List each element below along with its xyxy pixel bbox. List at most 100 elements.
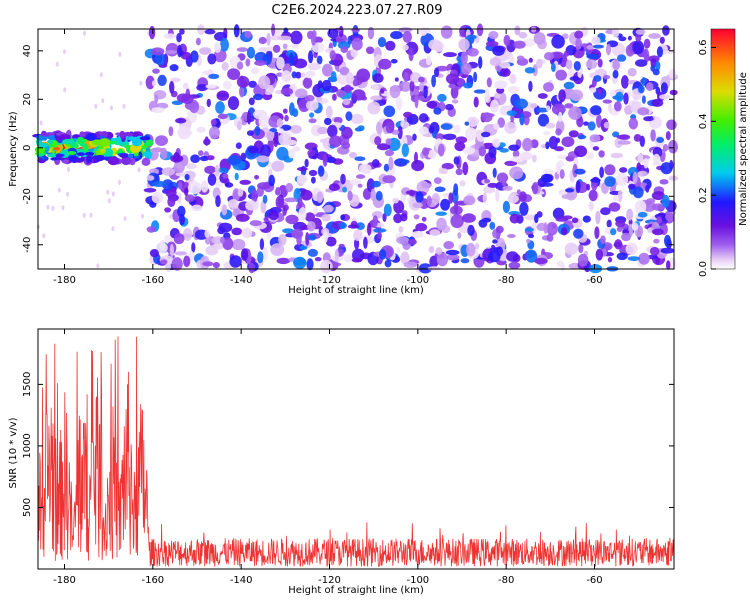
spectrogram-cell xyxy=(165,42,179,57)
spectrogram-cell xyxy=(336,88,346,98)
spectrogram-cell xyxy=(63,49,66,55)
spectrogram-cell xyxy=(309,112,315,118)
spectrogram-cell xyxy=(167,196,176,208)
spectrogram-cell xyxy=(568,106,582,120)
spectrogram-cell xyxy=(205,245,219,256)
x-tick-label: -60 xyxy=(586,575,602,586)
spectrogram-cell xyxy=(481,217,492,223)
spectrogram-cell xyxy=(340,214,346,221)
spectrogram-cell xyxy=(665,212,674,222)
figure-title: C2E6.2024.223.07.27.R09 xyxy=(271,3,442,18)
spectrogram-cell xyxy=(322,153,328,167)
spectrogram-cell xyxy=(160,147,168,160)
spectrogram-cell xyxy=(378,58,392,70)
x-tick-label: -140 xyxy=(230,575,253,586)
spectrogram-cell xyxy=(246,130,254,136)
spectrogram-cell xyxy=(204,229,210,238)
y-tick-label: 1500 xyxy=(22,372,33,397)
spectrogram-cell xyxy=(463,195,476,206)
spectrogram-cell xyxy=(589,134,601,143)
spectrogram-cell xyxy=(85,133,97,141)
spectrogram-cell xyxy=(317,165,325,177)
spectrogram-cell xyxy=(251,189,258,203)
spectrogram-cell xyxy=(254,51,268,63)
spectrogram-cell xyxy=(486,77,492,88)
spectrogram-cell xyxy=(428,39,442,51)
spectrogram-cell xyxy=(656,137,664,143)
spectrogram-cell xyxy=(437,93,447,102)
spectrogram-cell xyxy=(237,120,242,131)
spectrogram-cell xyxy=(179,28,185,35)
spectrogram-cell xyxy=(173,233,185,245)
colorbar-ticks: 0.0 0.2 0.4 0.6 xyxy=(698,40,716,277)
spectrogram-cell xyxy=(227,96,240,111)
spectrogram-cell xyxy=(221,204,228,216)
spectrogram-cell xyxy=(578,243,584,254)
spectrogram-cell xyxy=(98,145,104,150)
spectrogram-cell xyxy=(307,62,322,71)
spectrogram-cell xyxy=(442,133,457,140)
spectrogram-cell xyxy=(57,187,61,193)
spectrogram-cell xyxy=(300,72,306,78)
spectrogram-cell xyxy=(664,234,671,247)
spectrogram-cell xyxy=(588,201,594,211)
spectrogram-cell xyxy=(282,228,294,234)
spectrogram-cell xyxy=(499,148,509,153)
spectrogram-cell xyxy=(293,58,308,69)
spectrogram-cell xyxy=(482,192,487,204)
spectrogram-cell xyxy=(177,192,182,204)
spectrogram-cell xyxy=(237,188,244,197)
spectrogram-cell xyxy=(385,122,395,134)
spectrogram-cell xyxy=(36,142,49,148)
spectrogram-cell xyxy=(208,126,220,139)
spectrogram-cell xyxy=(403,72,409,82)
spectrogram-cell xyxy=(297,197,303,209)
spectrogram-cell xyxy=(632,171,638,184)
spectrogram-cell xyxy=(110,105,113,111)
spectrogram-cell xyxy=(526,238,531,244)
spectrogram-cell xyxy=(316,55,323,65)
spectrogram-cell xyxy=(546,105,551,112)
spectrogram-cell xyxy=(390,58,398,64)
x-tick-label: -160 xyxy=(141,575,164,586)
spectrogram-cell xyxy=(275,195,285,209)
spectrogram-cell xyxy=(563,50,570,57)
spectrogram-cell xyxy=(240,248,249,261)
spectrogram-cell xyxy=(254,60,267,66)
spectrogram-cell xyxy=(392,197,399,204)
spectrogram-cell xyxy=(532,154,537,163)
spectrogram-cell xyxy=(268,174,276,187)
spectrogram-cell xyxy=(383,203,392,217)
snr-x-ticks: -180 -160 -140 -120 -100 -80 -60 xyxy=(53,329,603,586)
spectrogram-cell xyxy=(272,44,281,53)
spectrogram-cell xyxy=(195,37,201,46)
spectrogram-cell xyxy=(524,67,536,74)
spectrogram-cell xyxy=(637,107,650,116)
x-tick-label: -140 xyxy=(230,275,253,286)
spectrogram-cell xyxy=(367,26,375,40)
spectrogram-cell xyxy=(296,167,308,171)
spectrogram-cell xyxy=(356,222,365,231)
spectrogram-cell xyxy=(484,88,490,103)
spectrogram-cell xyxy=(573,228,584,239)
spectrogram-cell xyxy=(119,153,129,158)
spectrogram-cell xyxy=(190,154,201,163)
spectrogram-cell xyxy=(433,177,442,185)
spectrogram-cell xyxy=(534,257,548,265)
spectrogram-cell xyxy=(558,189,568,196)
spectrogram-cell xyxy=(258,36,267,45)
spectrogram-cell xyxy=(587,121,596,131)
spectrogram-cell xyxy=(253,93,264,101)
spectrogram-cell xyxy=(519,201,529,216)
spectrogram-cell xyxy=(197,24,205,36)
spectrogram-cell xyxy=(234,172,239,181)
spectrogram-cell xyxy=(467,48,479,57)
spectrogram-cell xyxy=(284,197,297,203)
spectrogram-cell xyxy=(489,221,496,230)
spectrogram-cell xyxy=(445,73,460,85)
spectrogram-cell xyxy=(122,103,126,109)
spectrogram-cell xyxy=(215,101,225,114)
spectrogram-cell xyxy=(184,173,190,181)
spectrogram-cell xyxy=(507,86,520,94)
spectrogram-cell xyxy=(608,202,621,212)
